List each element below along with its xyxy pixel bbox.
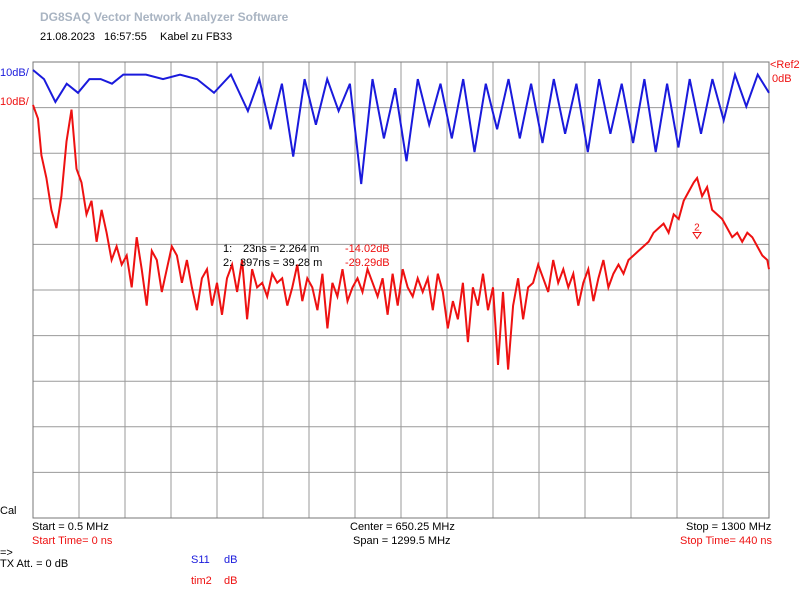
marker-2-time: 397ns = 39.28 m bbox=[240, 257, 323, 269]
ref-value[interactable]: 0dB bbox=[772, 73, 792, 85]
center-frequency[interactable]: Center = 650.25 MHz bbox=[350, 521, 455, 533]
ref-label-text: <Ref bbox=[770, 59, 794, 71]
marker-2-label: 2 bbox=[694, 223, 700, 234]
app-title: DG8SAQ Vector Network Analyzer Software bbox=[40, 10, 289, 24]
stop-time[interactable]: Stop Time= 440 ns bbox=[680, 535, 773, 547]
marker-2-flag: 2 bbox=[692, 223, 703, 240]
ref-label[interactable]: <Ref2 bbox=[770, 59, 800, 71]
plot-grid bbox=[32, 61, 770, 519]
ref-number: 2 bbox=[793, 59, 800, 71]
span-frequency[interactable]: Span = 1299.5 MHz bbox=[353, 535, 451, 547]
marker-2-triangle bbox=[692, 232, 703, 240]
tx-attenuation[interactable]: TX Att. = 0 dB bbox=[0, 558, 69, 570]
marker-1-value: -14.02dB bbox=[345, 243, 390, 255]
tim2-trace bbox=[32, 104, 770, 370]
stop-frequency[interactable]: Stop = 1300 MHz bbox=[686, 521, 772, 533]
marker-2-value: -29.29dB bbox=[345, 257, 390, 269]
marker-1-index: 1: bbox=[223, 243, 233, 255]
legend-tim2-name[interactable]: tim2 bbox=[191, 575, 212, 587]
arrow-indicator[interactable]: => bbox=[0, 547, 13, 559]
left-scale-tim2[interactable]: 10dB/ bbox=[0, 96, 29, 108]
marker-1-time: 23ns = 2.264 m bbox=[243, 243, 320, 255]
legend-tim2-unit[interactable]: dB bbox=[224, 575, 238, 587]
measurement-caption: Kabel zu FB33 bbox=[160, 31, 233, 43]
cal-label[interactable]: Cal bbox=[0, 505, 17, 517]
measurement-date: 21.08.2023 bbox=[40, 31, 96, 43]
series-tim2 bbox=[32, 104, 770, 370]
plot-frame bbox=[32, 61, 770, 519]
series-s11 bbox=[32, 69, 770, 185]
legend-s11-name[interactable]: S11 bbox=[191, 554, 210, 566]
start-frequency[interactable]: Start = 0.5 MHz bbox=[32, 521, 109, 533]
marker-2-index: 2: bbox=[223, 257, 233, 269]
legend-s11-unit[interactable]: dB bbox=[224, 554, 238, 566]
left-scale-s11[interactable]: 10dB/ bbox=[0, 67, 29, 79]
measurement-time: 16:57:55 bbox=[104, 31, 147, 43]
start-time[interactable]: Start Time= 0 ns bbox=[32, 535, 113, 547]
s11-trace bbox=[32, 69, 770, 185]
